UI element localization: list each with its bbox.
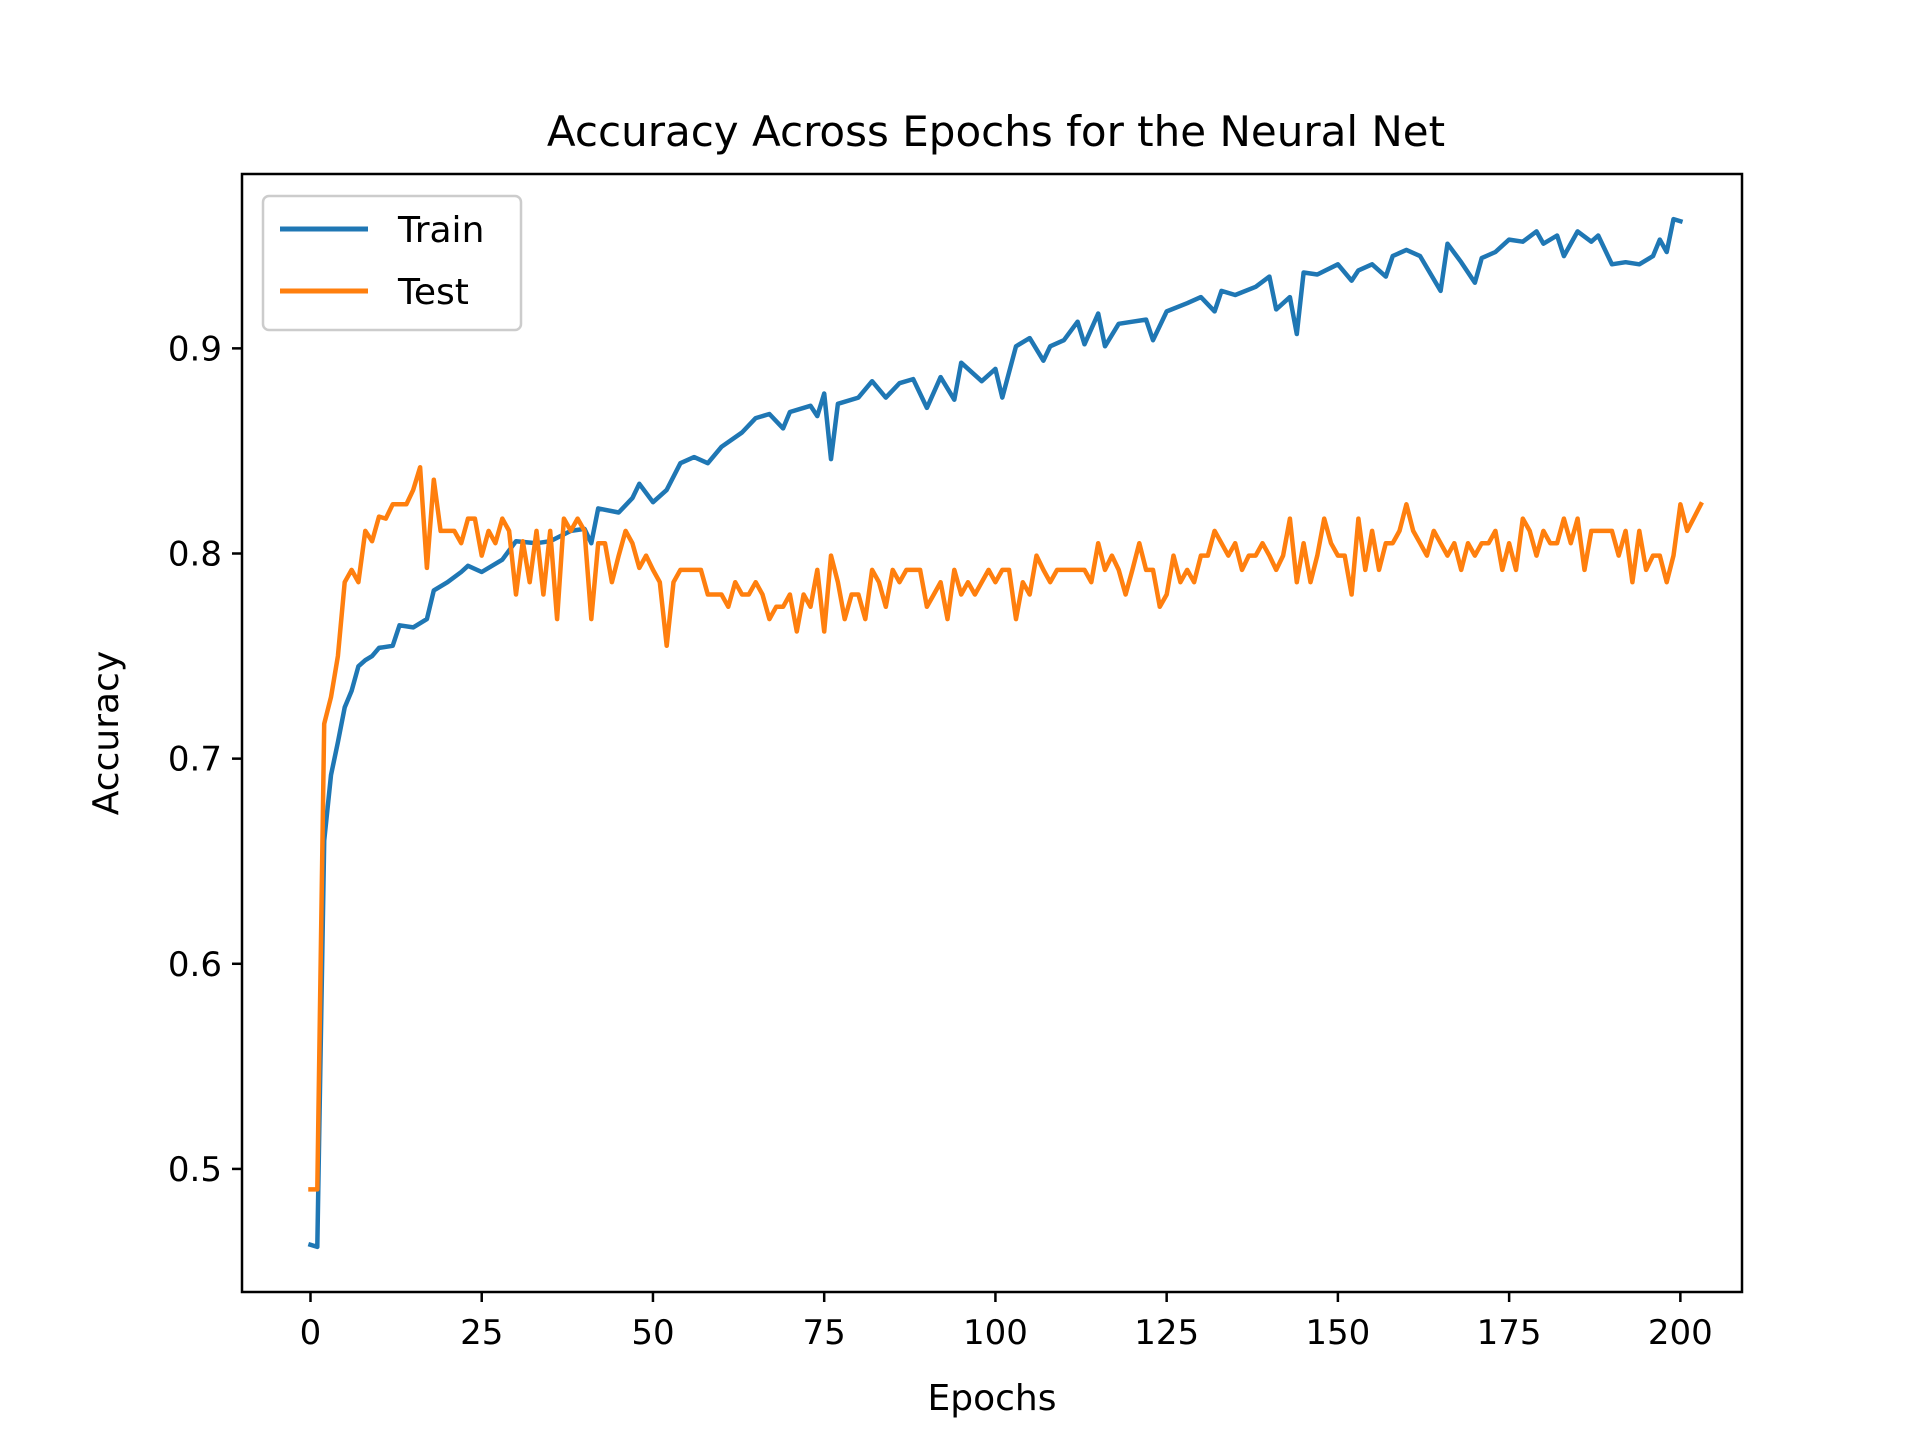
series-line-test: [308, 465, 1704, 1192]
x-axis-label: Epochs: [928, 1378, 1057, 1419]
plot-frame: [240, 172, 1744, 1294]
chart-title: Accuracy Across Epochs for the Neural Ne…: [547, 107, 1445, 156]
series-layer: [307, 216, 1704, 1250]
series-line-train: [307, 216, 1684, 1250]
legend-train-label: Train: [397, 210, 484, 251]
plot-area: [242, 174, 1742, 1292]
x-tick-label: 150: [1305, 1313, 1370, 1353]
y-tick-label: 0.6: [168, 945, 222, 985]
x-tick-label: 50: [631, 1313, 674, 1353]
x-tick-label: 100: [963, 1313, 1028, 1353]
y-axis-ticks: 0.5 0.6 0.7 0.8 0.9: [168, 329, 242, 1190]
x-tick-label: 25: [460, 1313, 503, 1353]
x-tick-label: 175: [1477, 1313, 1542, 1353]
y-tick-label: 0.8: [168, 535, 222, 575]
y-axis-label: Accuracy: [86, 651, 127, 815]
x-tick-label: 0: [300, 1313, 322, 1353]
x-tick-label: 125: [1134, 1313, 1199, 1353]
y-tick-label: 0.9: [168, 329, 222, 369]
x-axis-ticks: 0 25 50 75 100 125 150 175 200: [300, 1292, 1713, 1353]
x-tick-label: 75: [803, 1313, 846, 1353]
y-tick-label: 0.7: [168, 740, 222, 780]
legend: Train Test: [261, 194, 523, 332]
x-tick-label: 200: [1648, 1313, 1713, 1353]
y-tick-label: 0.5: [168, 1150, 222, 1190]
legend-test-label: Test: [397, 272, 469, 313]
